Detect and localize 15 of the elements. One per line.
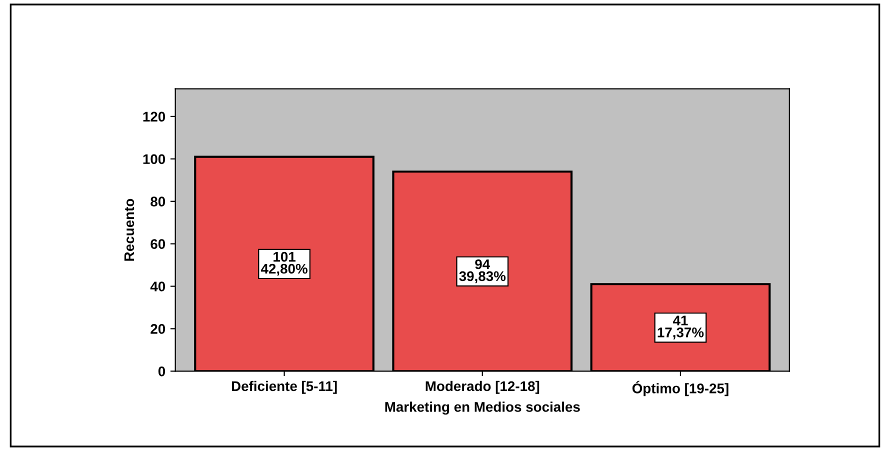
y-tick-label: 0	[158, 366, 166, 376]
y-tick-label: 120	[143, 112, 166, 122]
y-tick-label: 40	[150, 282, 166, 292]
y-tick-label: 100	[143, 154, 166, 164]
y-tick-label: 60	[150, 239, 166, 249]
data-label: 94 39,83%	[459, 259, 506, 284]
x-tick-label: Óptimo [19-25]	[632, 380, 728, 396]
x-axis-title: Marketing en Medios sociales	[385, 402, 580, 415]
y-tick-label: 80	[150, 196, 166, 207]
y-axis-title: Recuento	[124, 198, 134, 261]
y-tick-label: 20	[150, 324, 166, 334]
x-tick-label: Moderado [12-18]	[426, 380, 540, 394]
data-label: 41 17,37%	[658, 316, 704, 340]
x-tick-label: Deficiente [5-11]	[232, 380, 337, 394]
data-label: 101 42,80%	[260, 252, 308, 276]
